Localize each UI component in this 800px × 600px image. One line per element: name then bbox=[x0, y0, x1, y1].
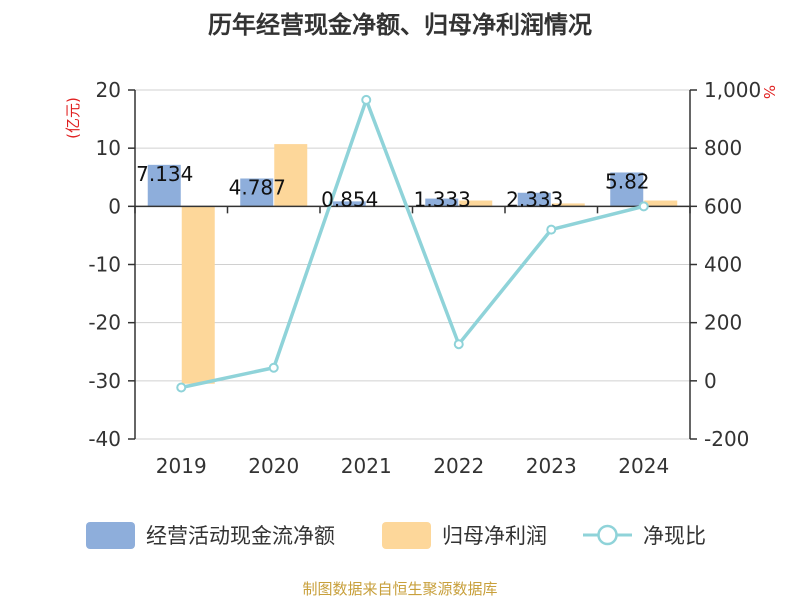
data-label-cashflow-2021: 0.854 bbox=[321, 187, 378, 211]
point-ratio-2024 bbox=[638, 201, 649, 212]
x-tick-label-2022: 2022 bbox=[433, 454, 484, 478]
right-tick-label-3: 400 bbox=[704, 253, 742, 277]
right-tick-label-1: 800 bbox=[704, 136, 742, 160]
legend: 经营活动现金流净额 归母净利润 净现比 bbox=[86, 522, 706, 549]
data-label-cashflow-2019: 7.134 bbox=[136, 162, 193, 186]
gridlines bbox=[135, 89, 690, 440]
right-tick-label-5: 0 bbox=[704, 369, 717, 393]
line-layer bbox=[176, 94, 649, 393]
left-tick-label-4: -20 bbox=[88, 311, 121, 335]
legend-swatch-0 bbox=[86, 522, 135, 549]
left-tick-label-5: -30 bbox=[88, 369, 121, 393]
data-label-cashflow-2023: 2.333 bbox=[506, 187, 563, 211]
point-ratio-2019 bbox=[176, 382, 187, 393]
x-tick-label-2024: 2024 bbox=[618, 454, 669, 478]
bar-profit-2023 bbox=[551, 203, 585, 207]
bar-profit-2019 bbox=[181, 206, 215, 384]
right-tick-label-2: 600 bbox=[704, 194, 742, 218]
axes: 20 10 0 -10 -20 -30 -40 1,000 800 600 400 200 0 -200 2… bbox=[88, 78, 761, 478]
bar-cashflow-2020 bbox=[240, 178, 274, 207]
bar-profit-2022 bbox=[459, 200, 493, 207]
right-tick-label-4: 200 bbox=[704, 311, 742, 335]
bar-cashflow-2019 bbox=[147, 164, 181, 207]
left-tick-label-2: 0 bbox=[108, 194, 121, 218]
left-tick-label-3: -10 bbox=[88, 253, 121, 277]
left-axis-unit: (亿元) bbox=[64, 97, 82, 139]
left-tick-label-0: 20 bbox=[96, 78, 121, 102]
point-ratio-2022 bbox=[453, 339, 464, 350]
chart-title: 历年经营现金净额、归母净利润情况 bbox=[208, 11, 592, 39]
legend-swatch-1 bbox=[382, 522, 431, 549]
legend-label-1: 归母净利润 bbox=[442, 524, 547, 548]
bar-cashflow-2021 bbox=[332, 201, 366, 207]
point-ratio-2020 bbox=[268, 362, 279, 373]
legend-label-0: 经营活动现金流净额 bbox=[146, 524, 335, 548]
bar-layer bbox=[147, 144, 678, 384]
data-label-cashflow-2024: 5.82 bbox=[605, 169, 650, 193]
point-ratio-2023 bbox=[546, 224, 557, 235]
right-axis-unit: % bbox=[760, 85, 778, 99]
source-note: 制图数据来自恒生聚源数据库 bbox=[302, 580, 497, 598]
left-tick-label-1: 10 bbox=[96, 136, 121, 160]
bar-profit-2024 bbox=[644, 200, 678, 207]
data-labels: 7.134 4.787 0.854 1.333 2.333 5.82 bbox=[136, 162, 649, 211]
line-ratio bbox=[180, 98, 645, 390]
x-tick-label-2023: 2023 bbox=[526, 454, 577, 478]
right-tick-label-0: 1,000 bbox=[704, 78, 761, 102]
left-tick-label-6: -40 bbox=[88, 427, 121, 451]
bar-cashflow-2024 bbox=[610, 172, 644, 207]
bar-cashflow-2022 bbox=[425, 198, 459, 207]
right-tick-label-6: -200 bbox=[704, 427, 749, 451]
bar-profit-2020 bbox=[274, 144, 308, 207]
data-label-cashflow-2020: 4.787 bbox=[229, 175, 286, 199]
bar-cashflow-2023 bbox=[517, 192, 551, 207]
x-tick-label-2019: 2019 bbox=[156, 454, 207, 478]
x-tick-label-2021: 2021 bbox=[341, 454, 392, 478]
point-ratio-2021 bbox=[361, 94, 372, 105]
legend-swatch-marker bbox=[597, 524, 618, 546]
legend-label-2: 净现比 bbox=[643, 524, 706, 548]
x-tick-label-2020: 2020 bbox=[248, 454, 299, 478]
data-label-cashflow-2022: 1.333 bbox=[414, 187, 471, 211]
